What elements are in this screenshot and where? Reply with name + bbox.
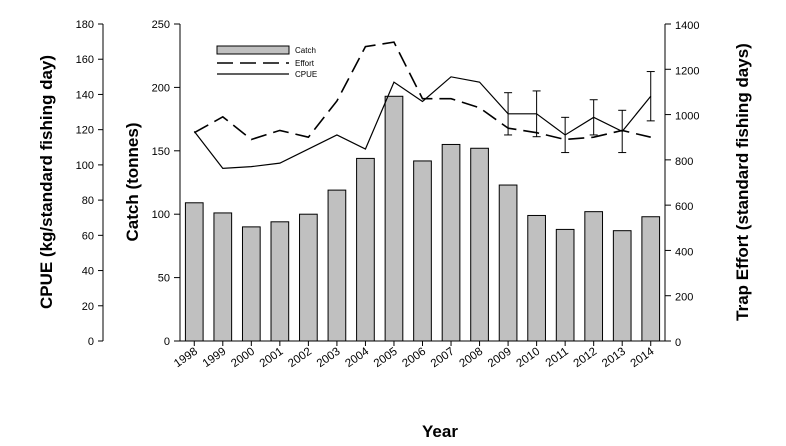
catch-bar-2014 <box>641 216 661 342</box>
x-axis-title: Year <box>422 422 458 441</box>
effort-axis-tick-label: 1200 <box>675 65 699 77</box>
effort-axis-title: Trap Effort (standard fishing days) <box>733 43 752 321</box>
cpue-axis-tick-label: 20 <box>82 301 94 313</box>
x-axis-year-label: 2010 <box>514 346 542 371</box>
effort-axis-tick-label: 800 <box>675 156 693 168</box>
x-axis-year-label: 2014 <box>629 345 657 370</box>
cpue-line <box>193 76 652 170</box>
cpue-axis-tick-label: 160 <box>76 54 94 66</box>
catch-bar-2013 <box>612 230 632 342</box>
legend-swatch-catch <box>216 45 290 55</box>
catch-axis-tick-label: 150 <box>152 146 170 158</box>
catch-axis-tick-label: 200 <box>152 82 170 94</box>
x-axis-year-label: 2012 <box>572 346 600 371</box>
cpue-axis-tick-label: 120 <box>76 125 94 137</box>
x-axis-year-label: 2013 <box>600 346 628 371</box>
catch-axis-tick-label: 100 <box>152 209 170 221</box>
catch-bar-2006 <box>413 160 432 342</box>
cpue-axis-tick-label: 0 <box>88 336 94 348</box>
x-axis-year-label: 1999 <box>201 346 229 371</box>
x-axis-year-label: 2000 <box>229 346 257 371</box>
legend-label-effort: Effort <box>295 59 315 68</box>
legend-label-catch: Catch <box>295 46 316 55</box>
x-axis-year-label: 2004 <box>343 345 371 370</box>
x-axis-year-label: 2005 <box>372 346 400 371</box>
x-axis-year-label: 2008 <box>457 346 485 371</box>
catch-bar-1999 <box>213 212 233 342</box>
catch-bar-1998 <box>184 202 204 342</box>
catch-bar-2000 <box>241 226 261 342</box>
catch-bar-2008 <box>470 147 489 342</box>
x-axis-year-label: 2007 <box>429 346 457 371</box>
effort-axis-tick-label: 1000 <box>675 111 699 123</box>
catch-bar-2005 <box>384 95 404 342</box>
x-axis-year-label: 2006 <box>400 346 428 371</box>
cpue-axis-tick-label: 40 <box>82 266 94 278</box>
cpue-axis-tick-label: 100 <box>76 160 94 172</box>
x-axis-year-label: 2002 <box>286 346 314 371</box>
x-axis-year-label: 2009 <box>486 346 514 371</box>
x-axis-year-label: 2003 <box>315 346 343 371</box>
catch-bar-2009 <box>498 184 518 342</box>
cpue-axis-tick-label: 80 <box>82 195 94 207</box>
catch-bar-2001 <box>270 221 290 342</box>
catch-bar-2004 <box>356 157 375 342</box>
effort-axis-tick-label: 0 <box>675 337 681 349</box>
catch-bar-2010 <box>527 214 546 342</box>
effort-axis-tick-label: 400 <box>675 246 693 258</box>
catch-bar-2002 <box>299 213 318 342</box>
cpue-axis-tick-label: 140 <box>76 89 94 101</box>
legend-label-cpue: CPUE <box>295 70 317 79</box>
cpue-axis-tick-label: 60 <box>82 230 94 242</box>
effort-axis-tick-label: 1400 <box>675 20 699 32</box>
catch-axis-tick-label: 50 <box>158 273 170 285</box>
x-axis-year-label: 1998 <box>172 346 200 371</box>
catch-bar-2012 <box>584 211 604 342</box>
catch-bar-2007 <box>441 143 461 342</box>
cpue-axis-title: CPUE (kg/standard fishing day) <box>37 55 56 309</box>
cpue-axis-tick-label: 180 <box>76 19 94 31</box>
effort-line <box>193 41 651 141</box>
catch-axis-title: Catch (tonnes) <box>123 123 142 242</box>
x-axis-year-label: 2011 <box>544 346 571 370</box>
catch-axis-tick-label: 0 <box>164 336 170 348</box>
catch-bar-2011 <box>555 228 575 342</box>
catch-bar-2003 <box>327 189 347 342</box>
catch-axis-tick-label: 250 <box>152 19 170 31</box>
x-axis-year-label: 2001 <box>258 346 286 371</box>
effort-axis-tick-label: 200 <box>675 292 693 304</box>
effort-axis-tick-label: 600 <box>675 201 693 213</box>
